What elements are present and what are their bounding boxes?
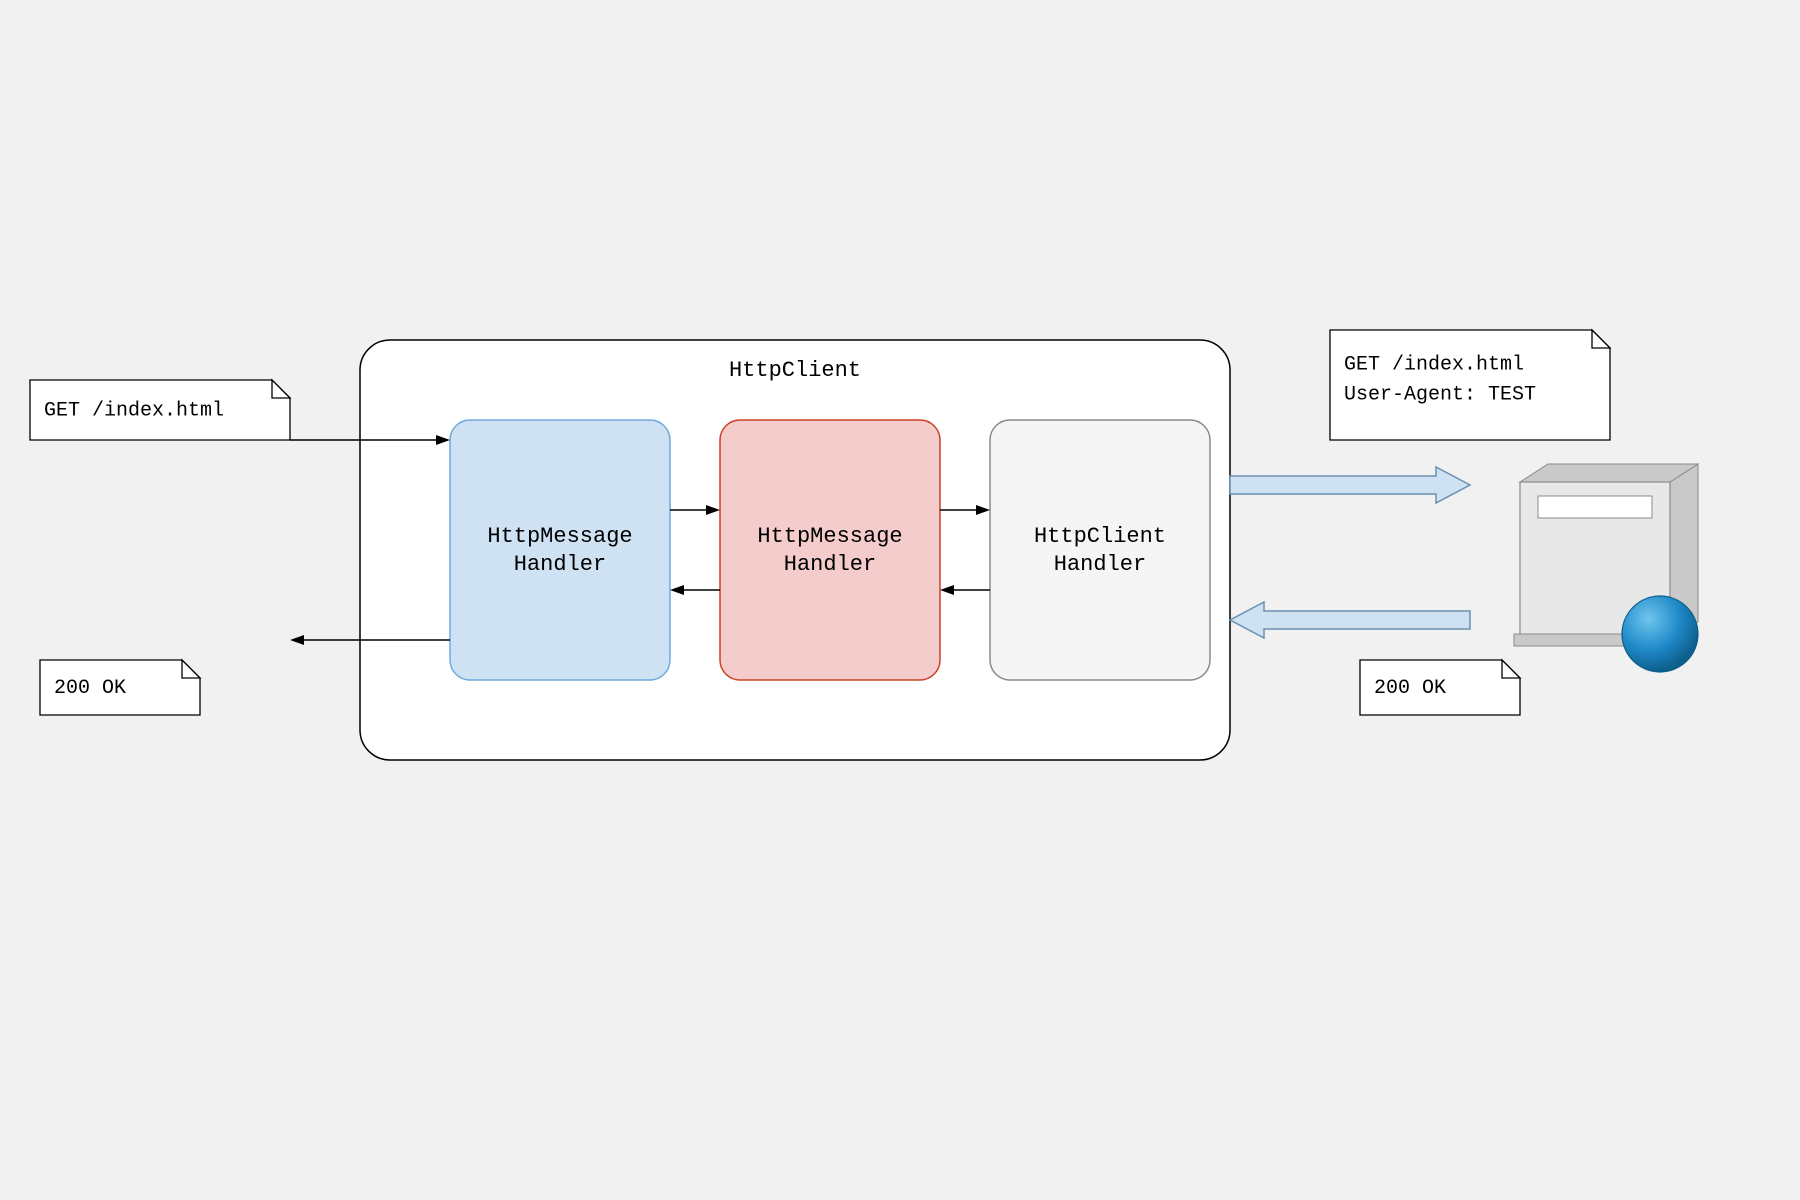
httpclient-title: HttpClient bbox=[729, 358, 861, 383]
note-req_right: GET /index.html User-Agent: TEST bbox=[1330, 330, 1610, 440]
block-arrow-to_server bbox=[1230, 467, 1470, 503]
handler-label: Handler bbox=[514, 552, 606, 577]
handler-label: Handler bbox=[784, 552, 876, 577]
note-text: 200 OK bbox=[1374, 677, 1446, 700]
note-text: 200 OK bbox=[54, 677, 126, 700]
handler-label: Handler bbox=[1054, 552, 1146, 577]
handler-label: HttpMessage bbox=[757, 524, 902, 549]
note-res_left: 200 OK bbox=[40, 660, 200, 715]
handler-box-h2: HttpMessage Handler bbox=[720, 420, 940, 680]
note-res_right: 200 OK bbox=[1360, 660, 1520, 715]
note-text: GET /index.html bbox=[44, 399, 224, 422]
handler-label: HttpMessage bbox=[487, 524, 632, 549]
handler-box-h1: HttpMessage Handler bbox=[450, 420, 670, 680]
note-req_left: GET /index.html bbox=[30, 380, 290, 440]
server-icon bbox=[1514, 464, 1698, 672]
note-text: GET /index.html bbox=[1344, 353, 1524, 376]
block-arrow-from_server bbox=[1230, 602, 1470, 638]
note-text: User-Agent: TEST bbox=[1344, 383, 1536, 406]
handler-box-h3: HttpClient Handler bbox=[990, 420, 1210, 680]
handler-label: HttpClient bbox=[1034, 524, 1166, 549]
